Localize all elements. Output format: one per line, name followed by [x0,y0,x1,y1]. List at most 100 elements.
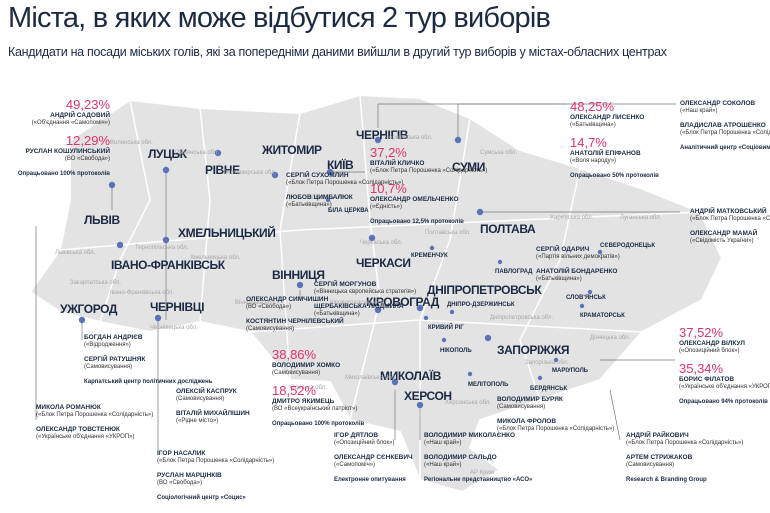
candidate: 35,34% БОРИС ФІЛАТОВ («Українське об'єднан… [679,362,770,391]
source-note: Опрацьовано 50% протоколів [570,173,659,179]
candidate-party: (Самовисування) [272,370,321,376]
source-note: Регіональне представництво «АСО» [424,477,533,483]
candidate: 10,7% ОЛЕКСАНДР ОМЕЛЬЧЕНКО («Єдність») [370,182,487,211]
city-dot [325,197,331,203]
candidate-group: ВОЛОДИМИР БУРЯК (Самовисування) МИКОЛА ФРО… [497,396,614,440]
candidate-name: ОЛЕКСАНДР ТОВСТЕНЮК [36,426,120,433]
city-dot [454,136,462,144]
candidate-group: ВОЛОДИМИР МИКОЛАЄНКО («Наш край») ВОЛОДИМИ… [424,432,532,484]
vote-percent: 48,25% [570,99,615,114]
candidate-party: («Воля народу») [570,158,617,164]
city-label: КІРОВОГРАД [366,295,439,309]
candidate: ОЛЕКСІЙ КАСПРУК (Самовисування) [176,388,250,403]
candidate: 48,25% ОЛЕКСАНДР ЛИСЕНКО («Батьківщина») [570,100,659,129]
candidate-party: (ВО «Свобода») [64,156,110,162]
candidate-name: КОСТЯНТИН ЧЕРНІЛЕВСЬКИЙ [246,318,344,325]
town-label: ПАВЛОГРАД [495,269,533,275]
vote-percent: 14,7% [570,135,607,150]
city-dot [214,149,222,157]
candidate-name: АРТЕМ СТРИЖАКОВ [626,454,693,461]
city-dot [449,309,455,315]
source-note: Research & Branding Group [626,477,707,483]
candidate-party: («Блок Петра Порошенка «Солідарність») [286,180,404,186]
candidate-name: СЕРГІЙ РАТУШНЯК [84,356,146,363]
city-dot [374,136,382,144]
candidate-name: ВОЛОДИМИР САЛЬДО [424,454,497,461]
candidate: СЕРГІЙ ОДАРИЧ («Партія вільних демократів… [536,246,620,261]
region-label: Полтавська обл. [425,230,471,236]
candidate: 38,86% ВОЛОДИМИР ХОМКО (Самовисування) [272,348,364,377]
candidate-party: (Самовисування) [246,326,295,332]
candidate-party: («Самопоміч») [334,462,376,468]
town-label: БЕРДЯНСЬК [530,386,568,392]
region-label: Дніпропетровська обл. [490,315,554,321]
city-label: ЛУЦЬК [148,147,187,161]
city-dot [416,401,424,409]
candidate-group: БОГДАН АНДРІЄВ («Відродження») СЕРГІЙ РАТУ… [84,334,212,386]
candidate-name: ОЛЕКСАНДР МАМАЙ [690,230,758,237]
candidate-party: («Блок Петра Порошенка «Солідарність») [680,130,770,136]
candidate: ОЛЕКСАНДР СИМЧИШИН (ВО «Свобода») [246,296,344,311]
region-label: Донецька обл. [590,335,631,341]
region-label: Миколаївська обл. [345,375,397,381]
region-label: Кіровоградська обл. [330,300,386,306]
city-dots [78,136,603,409]
candidate-name: ІГОР ДЯТЛОВ [334,432,379,439]
city-dot [326,168,334,176]
town-label: КРИВИЙ РІГ [428,325,464,331]
candidate-name: ВОЛОДИМИР ХОМКО [272,362,341,369]
source-note: Аналітичний центр «Соціовимір» [680,145,770,151]
candidate-group: МИКОЛА РОМАНЮК («Блок Петра Порошенка «Со… [36,404,153,448]
candidate-party: («Вінницька європейська стратегія») [314,289,417,295]
candidate-name: ВЛАДИСЛАВ АТРОШЕНКО [680,122,766,129]
candidate-party: («Наш край») [424,440,462,446]
candidate: ІГОР ДЯТЛОВ («Опозиційний блок») [334,432,413,447]
country-shape [28,93,724,494]
candidate-name: ОЛЕКСАНДР СОКОЛОВ [680,100,756,107]
candidate-party: («Об'єднання «Самопоміч») [31,120,110,126]
candidate-name: ОЛЕКСАНДР СИМЧИШИН [246,296,329,303]
candidate-party: («Єдність») [370,204,403,210]
city-dot [587,289,593,295]
candidate-group: СЕРГІЙ ОДАРИЧ («Партія вільних демократів… [536,246,620,290]
city-label: СУМИ [452,160,485,174]
city-dot [579,303,585,309]
candidate-party: («Опозиційний блок») [679,348,740,354]
city-dot [423,315,429,321]
candidate: 37,52% ОЛЕКСАНДР ВІЛКУЛ («Опозиційний блок… [679,326,770,355]
city-dot [78,316,86,324]
candidate-party: («Відродження») [84,342,131,348]
candidate-name: ВОЛОДИМИР БУРЯК [497,396,563,403]
candidate-name: АНДРІЙ САДОВИЙ [50,112,110,119]
city-label: ЛЬВІВ [84,213,120,227]
candidate-name: АНДРІЙ МАТКОВСЬКИЙ [690,208,767,215]
vote-percent: 37,52% [679,325,724,340]
candidate: КОСТЯНТИН ЧЕРНІЛЕВСЬКИЙ (Самовисування) [246,318,344,333]
candidate: 18,52% ДМИТРО ЯКИМЕЦЬ (ВО «Всеукраїнський … [272,384,364,413]
town-label: СЛОВ'ЯНСЬК [566,295,606,301]
candidate-group: АНДРІЙ РАЙКОВИЧ («Блок Петра Порошенка «С… [626,432,743,484]
candidate: ОЛЕКСАНДР МАМАЙ («Свідомість України») [690,230,770,245]
candidate-group: ОЛЕКСАНДР СИМЧИШИН (ВО «Свобода») КОСТЯНТИ… [246,296,344,340]
candidate-party: («Рідне місто») [176,418,219,424]
region-label: Закарпатська обл. [70,280,122,286]
region-label: Волинська обл. [110,140,153,146]
candidate: ОЛЕКСАНДР СОКОЛОВ («Наш край») [680,100,770,115]
city-dot [296,281,304,289]
candidate-name: ЩЕРБАКІВСЬКА ЛЮДМИЛА [314,303,404,310]
city-dot [484,334,492,342]
city-dot [162,166,170,174]
candidate-party: («Батьківщина») [286,202,332,208]
candidate-name: ОЛЕКСАНДР ЛИСЕНКО [570,114,645,121]
region-label: Івано-Франківська обл. [110,290,174,296]
town-label: МАРІУПОЛЬ [552,368,589,374]
candidate-group: АНДРІЙ МАТКОВСЬКИЙ («Блок Петра Порошенка… [690,208,770,252]
region-label: Рівненська обл. [175,150,220,156]
town-label: ДНІПРО-ДЗЕРЖИНСЬК [447,302,515,308]
candidate: ВОЛОДИМИР МИКОЛАЄНКО («Наш край») [424,432,532,447]
source-note: Соціологічний центр «Социс» [157,495,246,501]
candidate-group: 48,25% ОЛЕКСАНДР ЛИСЕНКО («Батьківщина») 14… [570,100,659,180]
region-label: Чернігівська обл. [385,135,433,141]
